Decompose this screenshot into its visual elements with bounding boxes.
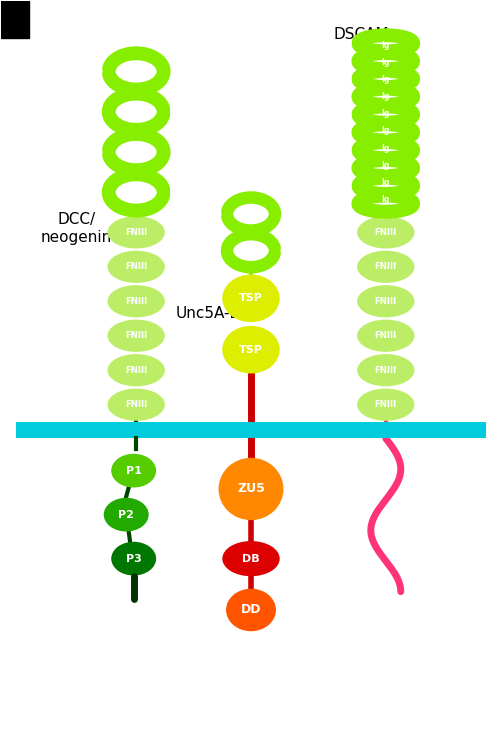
Text: TSP: TSP: [238, 344, 263, 355]
Text: FNIII: FNIII: [374, 400, 396, 409]
Text: Ig: Ig: [381, 127, 389, 135]
Text: FNIII: FNIII: [374, 262, 396, 272]
Text: Unc5A-D: Unc5A-D: [175, 305, 241, 320]
Text: Ig: Ig: [246, 213, 255, 222]
Text: Ig: Ig: [132, 61, 140, 71]
Bar: [2, 1, 29, 38]
Ellipse shape: [222, 326, 279, 373]
Text: Ig: Ig: [381, 41, 389, 50]
Text: TSP: TSP: [238, 294, 263, 303]
Text: ZU5: ZU5: [236, 483, 265, 495]
Ellipse shape: [356, 319, 414, 352]
Text: Ig: Ig: [381, 178, 389, 187]
Ellipse shape: [111, 454, 156, 487]
Text: FNIII: FNIII: [374, 228, 396, 237]
Text: Ig: Ig: [381, 144, 389, 152]
Text: FNIII: FNIII: [374, 366, 396, 375]
Text: P2: P2: [118, 509, 134, 520]
Text: Ig: Ig: [381, 160, 389, 169]
Ellipse shape: [104, 498, 148, 531]
Ellipse shape: [218, 458, 283, 520]
Text: P3: P3: [126, 553, 141, 564]
Text: FNIII: FNIII: [374, 331, 396, 340]
Text: Ig: Ig: [246, 246, 255, 255]
Text: DCC/
neogenin: DCC/ neogenin: [41, 213, 112, 245]
Ellipse shape: [222, 275, 279, 322]
Ellipse shape: [356, 389, 414, 421]
Ellipse shape: [225, 589, 276, 631]
Text: DSCAM: DSCAM: [332, 27, 388, 42]
Ellipse shape: [107, 319, 164, 352]
Text: FNIII: FNIII: [125, 297, 147, 305]
Ellipse shape: [356, 251, 414, 283]
Ellipse shape: [107, 389, 164, 421]
Text: FNIII: FNIII: [125, 366, 147, 375]
Ellipse shape: [107, 354, 164, 386]
Ellipse shape: [111, 542, 156, 576]
Ellipse shape: [107, 285, 164, 317]
Text: DD: DD: [240, 604, 261, 617]
Text: Ig: Ig: [132, 105, 140, 113]
Ellipse shape: [222, 541, 279, 576]
Ellipse shape: [356, 354, 414, 386]
Text: Ig: Ig: [381, 195, 389, 204]
Text: Ig: Ig: [381, 110, 389, 118]
Ellipse shape: [356, 285, 414, 317]
Text: Ig: Ig: [132, 190, 140, 199]
Text: FNIII: FNIII: [125, 228, 147, 237]
Text: FNIII: FNIII: [125, 400, 147, 409]
Bar: [17, 422, 484, 439]
Ellipse shape: [356, 216, 414, 249]
Text: Ig: Ig: [381, 92, 389, 102]
Text: P1: P1: [125, 466, 141, 475]
Text: FNIII: FNIII: [374, 297, 396, 305]
Text: DB: DB: [241, 553, 260, 564]
Ellipse shape: [107, 251, 164, 283]
Text: Ig: Ig: [381, 58, 389, 67]
Text: FNIII: FNIII: [125, 262, 147, 272]
Ellipse shape: [107, 216, 164, 249]
Text: Ig: Ig: [132, 147, 140, 156]
Text: FNIII: FNIII: [125, 331, 147, 340]
Text: Ig: Ig: [381, 75, 389, 84]
